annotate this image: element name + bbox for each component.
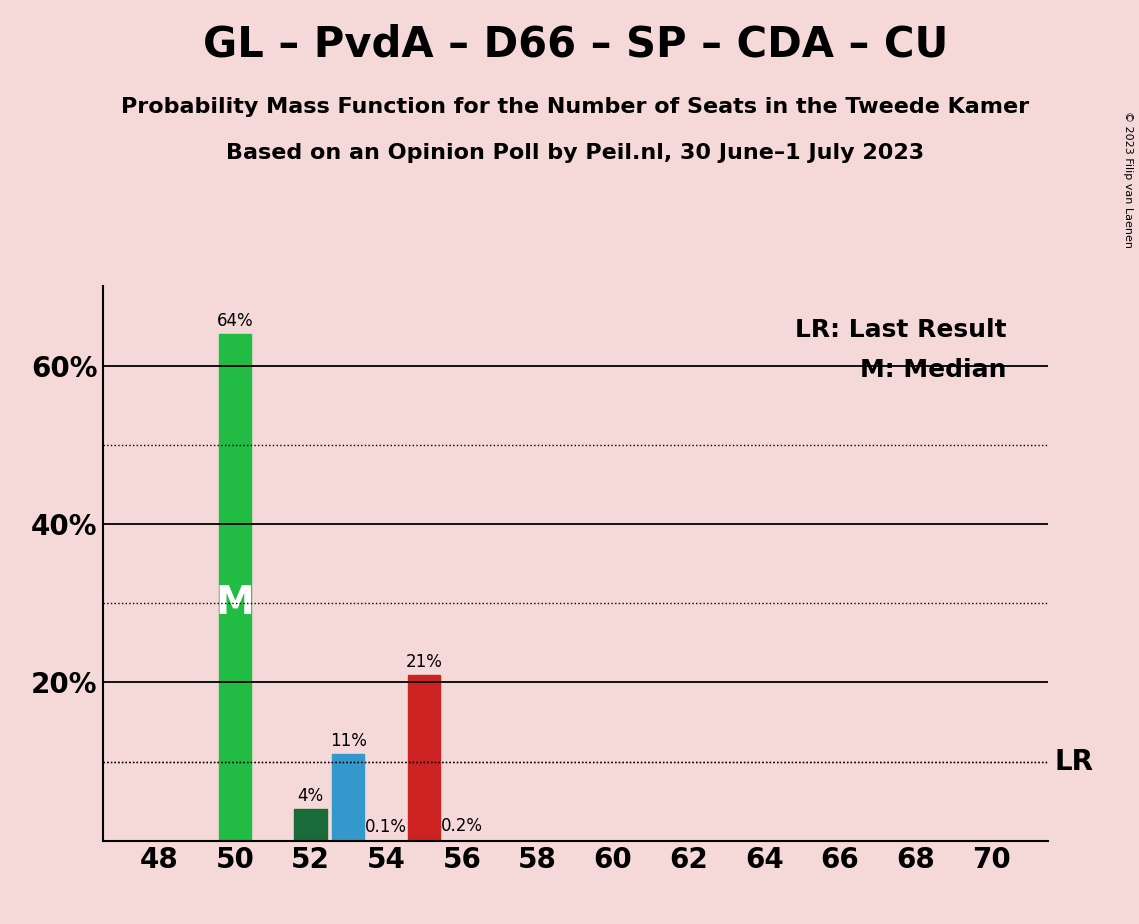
Text: M: Median: M: Median [860, 358, 1006, 382]
Text: Probability Mass Function for the Number of Seats in the Tweede Kamer: Probability Mass Function for the Number… [121, 97, 1030, 117]
Text: 4%: 4% [297, 787, 323, 805]
Bar [294, 809, 327, 841]
Text: 21%: 21% [405, 652, 442, 671]
Text: © 2023 Filip van Laenen: © 2023 Filip van Laenen [1123, 111, 1133, 248]
Bar [219, 334, 251, 841]
Bar [445, 839, 478, 841]
Text: 11%: 11% [330, 732, 367, 749]
Bar [408, 675, 440, 841]
Text: 64%: 64% [216, 312, 253, 330]
Text: M: M [215, 584, 254, 622]
Text: LR: LR [1055, 748, 1093, 775]
Text: Based on an Opinion Poll by Peil.nl, 30 June–1 July 2023: Based on an Opinion Poll by Peil.nl, 30 … [227, 143, 924, 164]
Text: 0.1%: 0.1% [366, 818, 407, 836]
Text: GL – PvdA – D66 – SP – CDA – CU: GL – PvdA – D66 – SP – CDA – CU [203, 23, 948, 65]
Bar [333, 754, 364, 841]
Text: 0.2%: 0.2% [441, 818, 483, 835]
Text: LR: Last Result: LR: Last Result [795, 318, 1006, 342]
